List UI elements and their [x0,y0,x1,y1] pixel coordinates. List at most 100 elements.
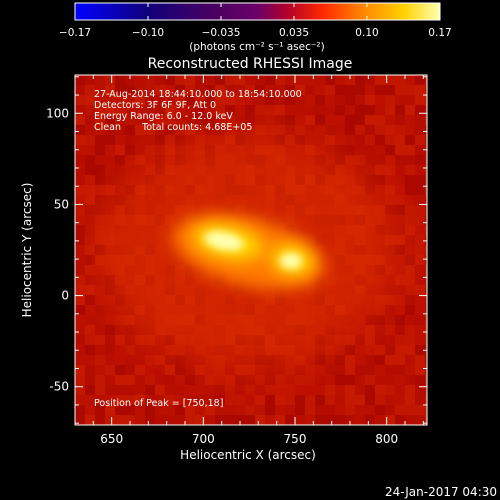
image-texture-cell [365,85,375,95]
image-texture-cell [395,105,405,115]
image-texture-cell [235,405,245,415]
image-texture-cell [85,275,95,285]
image-texture-cell [405,345,415,355]
image-texture-cell [395,415,405,425]
x-axis-tick-labels: 650 700 750 800 [100,432,398,446]
image-texture-cell [265,415,275,425]
image-texture-cell [295,85,305,95]
image-texture-cell [235,125,245,135]
image-texture-cell [245,405,255,415]
image-texture-cell [205,405,215,415]
image-texture-cell [215,105,225,115]
image-texture-cell [295,375,305,385]
image-texture-cell [85,85,95,95]
image-texture-cell [95,405,105,415]
image-texture-cell [285,405,295,415]
image-texture-cell [245,375,255,385]
image-texture-cell [365,325,375,335]
image-texture-cell [405,85,415,95]
image-texture-cell [115,95,125,105]
image-texture-cell [275,125,285,135]
image-texture-cell [395,235,405,245]
image-texture-cell [115,185,125,195]
image-texture-cell [115,355,125,365]
image-texture-cell [95,335,105,345]
image-texture-cell [125,395,135,405]
image-texture-cell [415,175,425,185]
image-texture-cell [295,95,305,105]
image-texture-cell [295,355,305,365]
image-texture-cell [85,295,95,305]
image-texture-cell [155,395,165,405]
image-texture-cell [165,105,175,115]
image-texture-cell [165,145,175,155]
image-texture-cell [345,85,355,95]
image-texture-cell [265,365,275,375]
image-texture-cell [115,315,125,325]
image-texture-cell [325,95,335,105]
image-texture-cell [425,265,427,275]
image-texture-cell [335,75,345,85]
image-texture-cell [375,345,385,355]
image-texture-cell [155,385,165,395]
image-texture-cell [305,355,315,365]
image-texture-cell [155,345,165,355]
image-texture-cell [355,325,365,335]
image-texture-cell [135,385,145,395]
image-texture-cell [185,105,195,115]
image-texture-cell [85,265,95,275]
image-texture-cell [405,285,415,295]
image-texture-cell [235,365,245,375]
x-tick-label: 700 [192,432,215,446]
image-texture-cell [145,405,155,415]
image-texture-cell [85,415,95,425]
image-texture-cell [135,415,145,425]
image-texture-cell [155,145,165,155]
image-texture-cell [405,125,415,135]
image-texture-cell [335,345,345,355]
image-texture-cell [405,335,415,345]
image-texture-cell [305,415,315,425]
image-texture-cell [375,185,385,195]
image-texture-cell [395,185,405,195]
image-texture-cell [265,85,275,95]
image-texture-cell [245,75,255,85]
image-texture-cell [165,365,175,375]
image-texture-cell [285,395,295,405]
image-texture-cell [165,115,175,125]
image-texture-cell [385,95,395,105]
image-texture-cell [265,385,275,395]
footer-timestamp: 24-Jan-2017 04:30 [385,485,497,499]
image-texture-cell [115,335,125,345]
image-texture-cell [315,85,325,95]
image-texture-cell [415,275,425,285]
image-texture-cell [345,335,355,345]
image-texture-cell [125,335,135,345]
image-texture-cell [95,185,105,195]
image-texture-cell [205,415,215,425]
colorbar-gradient [74,2,441,21]
image-texture-cell [245,85,255,95]
image-texture-cell [145,95,155,105]
image-texture-cell [135,395,145,405]
annotation-clean: Clean [94,122,121,133]
image-texture-cell [115,165,125,175]
image-texture-cell [75,245,85,255]
image-texture-cell [225,105,235,115]
image-texture-cell [105,365,115,375]
image-texture-cell [225,405,235,415]
image-texture-cell [115,305,125,315]
image-texture-cell [305,385,315,395]
image-texture-cell [175,115,185,125]
image-texture-cell [105,325,115,335]
image-texture-cell [85,145,95,155]
image-texture-cell [395,125,405,135]
image-texture-cell [185,125,195,135]
image-texture-cell [315,135,325,145]
image-texture-cell [365,345,375,355]
image-texture-cell [345,375,355,385]
image-texture-cell [415,395,425,405]
image-texture-cell [355,375,365,385]
image-texture-cell [335,415,345,425]
image-texture-cell [425,305,427,315]
